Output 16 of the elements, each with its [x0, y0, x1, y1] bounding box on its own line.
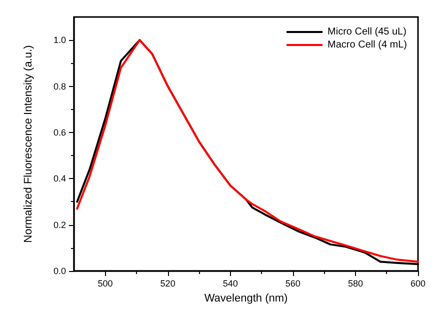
y-tick-label: 0.6 — [53, 127, 66, 138]
y-axis-title: Normalized Fluorescence Intensity (a.u.) — [22, 45, 34, 243]
y-tick-label: 0.0 — [53, 266, 66, 276]
x-tick-label: 600 — [410, 278, 426, 288]
x-tick-label: 580 — [348, 278, 363, 288]
y-tick-label: 0.2 — [53, 220, 66, 230]
y-tick-label: 0.8 — [53, 81, 66, 92]
y-tick-label: 0.4 — [53, 174, 66, 184]
x-tick-label: 560 — [285, 278, 300, 288]
x-tick-label: 520 — [160, 278, 176, 288]
legend-label: Macro Cell (4 mL) — [328, 40, 408, 50]
x-tick-label: 500 — [98, 278, 113, 288]
legend-label: Micro Cell (45 uL) — [328, 26, 406, 38]
y-tick-label: 1.0 — [53, 35, 66, 46]
x-axis-title: Wavelength (nm) — [204, 292, 288, 304]
x-tick-label: 540 — [222, 278, 238, 288]
